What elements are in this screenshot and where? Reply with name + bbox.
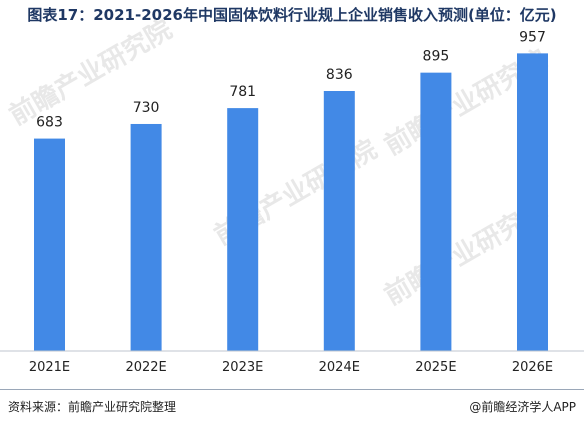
bar-2023E: [227, 108, 259, 351]
value-label-2026E: 957: [519, 29, 546, 45]
bars-group: [34, 53, 548, 352]
value-label-2021E: 683: [36, 115, 63, 131]
bar-2021E: [34, 138, 65, 351]
x-tick-label-2024E: 2024E: [319, 360, 360, 375]
source-note: 资料来源：前瞻产业研究院整理: [8, 400, 177, 414]
x-tick-label-2022E: 2022E: [125, 360, 166, 375]
chart-title: 图表17：2021-2026年中国固体饮料行业规上企业销售收入预测(单位：亿元): [27, 6, 557, 24]
x-tick-label-2025E: 2025E: [415, 360, 456, 375]
x-tick-label-2021E: 2021E: [29, 360, 70, 375]
x-tick-label-2026E: 2026E: [512, 360, 553, 375]
value-label-2023E: 781: [229, 84, 256, 100]
value-label-2022E: 730: [133, 100, 160, 116]
bar-2026E: [517, 53, 548, 352]
bar-2022E: [130, 123, 162, 351]
value-label-2024E: 836: [326, 67, 353, 83]
x-axis-labels-group: 2021E 2022E 2023E 2024E 2025E 2026E: [29, 360, 553, 375]
value-labels-group: 683 730 781 836 895 957: [36, 29, 546, 130]
bar-2024E: [323, 91, 355, 351]
footer-divider: [0, 389, 584, 390]
brand-note: @前瞻经济学人APP: [469, 400, 576, 414]
x-tick-label-2023E: 2023E: [222, 360, 263, 375]
bar-2025E: [420, 72, 452, 351]
value-label-2025E: 895: [423, 49, 450, 65]
